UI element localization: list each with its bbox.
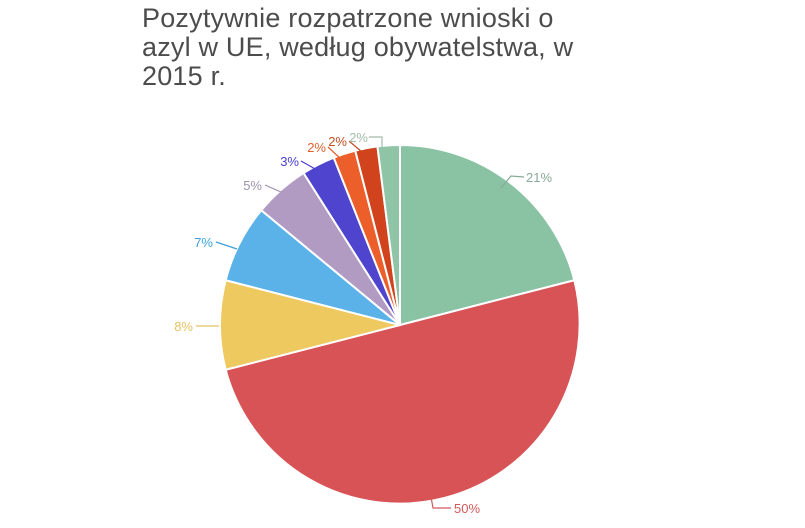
chart-title-line-2: azyl w UE, według obywatelstwa, w [142,32,574,62]
pie-slice-2[interactable] [219,279,401,371]
slice-leader-line-1 [430,496,451,509]
chart-title-line-1: Pozytywnie rozpatrzone wnioski o [142,3,554,33]
slice-label-7: 2% [328,134,347,149]
pie-slice-8[interactable] [376,144,401,326]
slice-label-2: 8% [174,319,193,334]
slice-label-8: 2% [349,130,368,145]
slice-label-4: 5% [243,178,262,193]
slice-label-6: 2% [307,140,326,155]
slice-leader-line-7 [348,140,363,153]
chart-title-line-3: 2015 r. [142,61,226,91]
slice-label-0: 21% [526,170,552,185]
slice-leader-line-0 [500,175,525,189]
slice-leader-line-4 [264,184,282,193]
slice-leader-line-6 [327,146,343,161]
slice-label-1: 50% [454,501,480,516]
slice-leader-line-8 [369,136,383,148]
chart-title: Pozytywnie rozpatrzone wnioski o azyl w U… [142,4,573,91]
slice-label-3: 7% [194,235,213,250]
pie-slice-0[interactable] [399,144,576,326]
slice-label-5: 3% [280,154,299,169]
pie-slice-1[interactable] [224,279,581,505]
slice-leader-line-3 [215,241,238,250]
slice-leader-line-5 [300,160,318,171]
